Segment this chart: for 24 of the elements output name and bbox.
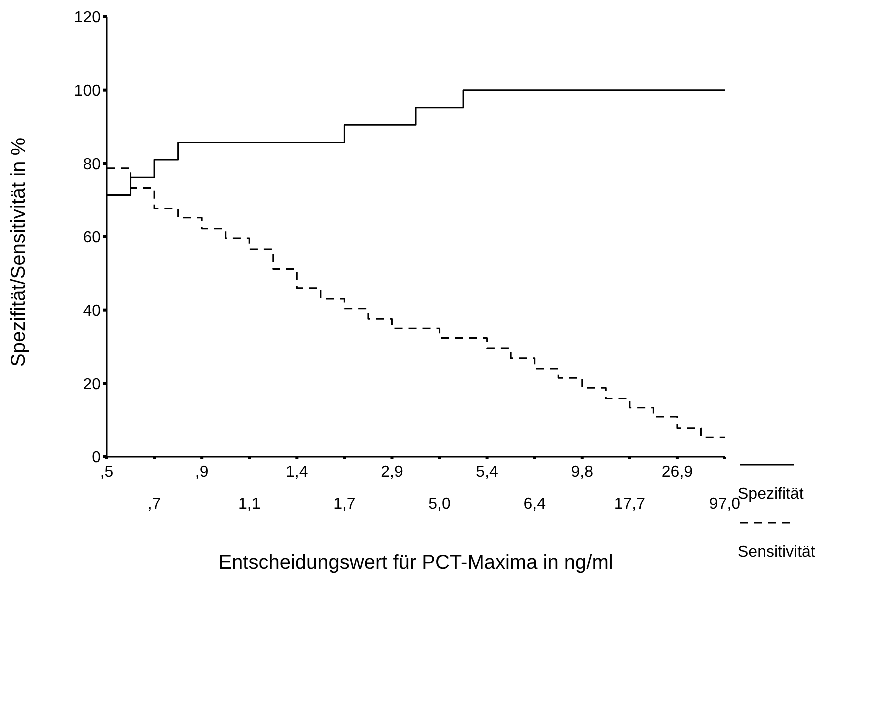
x-tick-label: ,5 (100, 464, 114, 481)
x-tick-label: 9,8 (571, 464, 594, 481)
x-tick-label: 5,4 (476, 464, 499, 481)
y-tick-label: 100 (74, 83, 102, 100)
x-tick-label: 1,7 (334, 496, 356, 513)
x-axis-title: Entscheidungswert für PCT-Maxima in ng/ml (218, 552, 614, 574)
x-tick-label: 5,0 (428, 496, 451, 513)
y-tick-label: 120 (74, 10, 102, 27)
x-tick-label: 6,4 (524, 496, 546, 513)
text: Spezifität (738, 486, 805, 503)
x-tick-label: ,7 (148, 496, 162, 513)
x-tick-label: ,9 (195, 464, 209, 481)
x-tick-label: 26,9 (662, 464, 694, 481)
y-tick-label: 0 (92, 450, 102, 467)
x-tick-label: 1,1 (238, 496, 261, 513)
x-tick-label: 1,4 (286, 464, 308, 481)
y-axis-title: Spezifität/Sensitivität in % (8, 138, 30, 367)
text: Sensitivität (738, 544, 816, 562)
x-tick-label: 17,7 (614, 496, 646, 513)
y-tick-label: 80 (83, 156, 102, 174)
y-tick-label: 40 (83, 303, 102, 320)
y-tick-label: 20 (83, 376, 102, 394)
x-tick-label: 2,9 (381, 464, 404, 481)
y-tick-label: 60 (83, 230, 102, 247)
